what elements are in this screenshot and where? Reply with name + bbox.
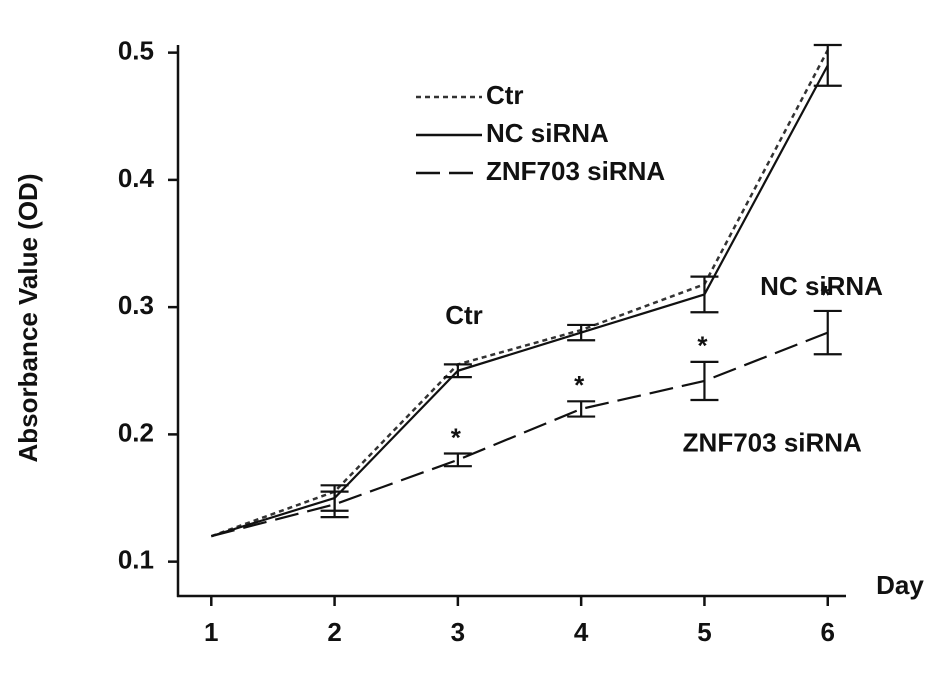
x-tick-label: 4 bbox=[574, 617, 589, 647]
y-axis-label: Absorbance Value (OD) bbox=[13, 174, 43, 463]
x-tick-label: 5 bbox=[697, 617, 711, 647]
error-bar bbox=[443, 363, 472, 379]
x-axis-label: Day bbox=[876, 570, 924, 600]
significance-marker: * bbox=[697, 331, 708, 361]
significance-marker: * bbox=[821, 280, 832, 310]
error-bar bbox=[443, 452, 472, 468]
annotation: Ctr bbox=[445, 300, 483, 330]
series-line bbox=[210, 64, 829, 538]
legend-label: ZNF703 siRNA bbox=[486, 156, 665, 186]
y-tick-label: 0.1 bbox=[118, 545, 154, 575]
error-bar bbox=[567, 323, 596, 342]
significance-marker: * bbox=[574, 370, 585, 400]
legend-label: NC siRNA bbox=[486, 118, 609, 148]
significance-marker: * bbox=[451, 422, 462, 452]
y-tick-label: 0.3 bbox=[118, 290, 154, 320]
annotation: ZNF703 siRNA bbox=[683, 427, 862, 457]
y-tick-label: 0.5 bbox=[118, 36, 154, 66]
y-tick-label: 0.4 bbox=[118, 163, 155, 193]
x-tick-label: 3 bbox=[451, 617, 465, 647]
series-line bbox=[210, 49, 829, 538]
error-bar bbox=[813, 43, 842, 87]
x-tick-label: 6 bbox=[821, 617, 835, 647]
y-tick-label: 0.2 bbox=[118, 417, 154, 447]
error-bar bbox=[567, 400, 596, 418]
x-tick-label: 2 bbox=[327, 617, 341, 647]
error-bar bbox=[690, 360, 719, 402]
series-line bbox=[211, 331, 829, 538]
error-bar bbox=[690, 275, 719, 314]
x-tick-label: 1 bbox=[204, 617, 218, 647]
error-bar bbox=[320, 490, 349, 519]
error-bar bbox=[813, 309, 842, 356]
legend-label: Ctr bbox=[486, 80, 524, 110]
annotation: NC siRNA bbox=[760, 271, 883, 301]
